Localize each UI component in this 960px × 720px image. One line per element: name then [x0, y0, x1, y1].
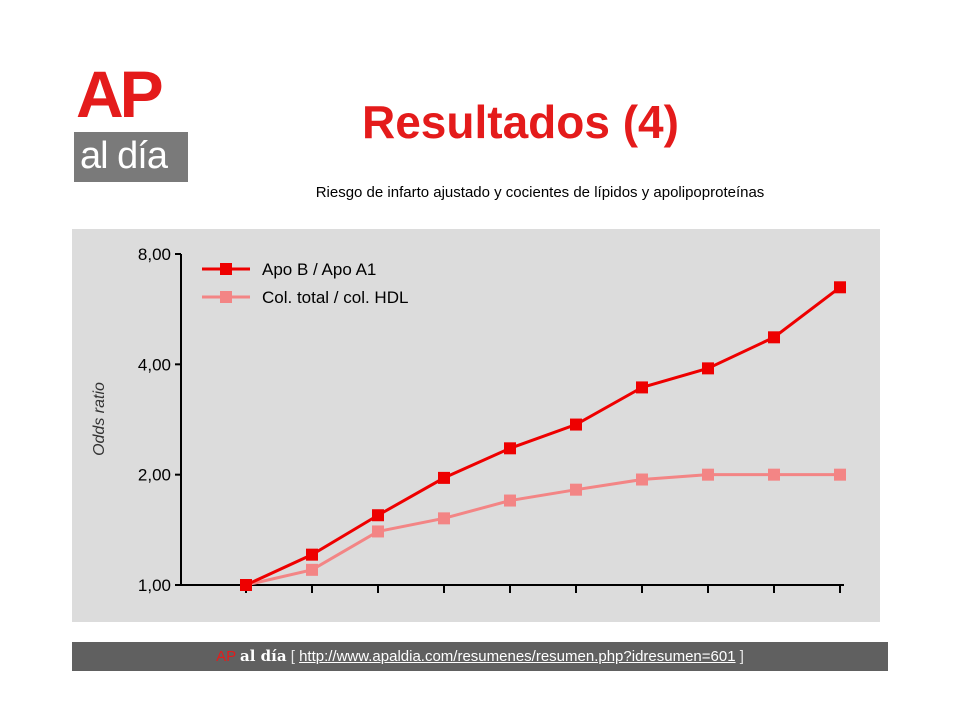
- footer-link[interactable]: http://www.apaldia.com/resumenes/resumen…: [299, 648, 736, 665]
- data-point: [834, 468, 846, 481]
- y-tick-label: 4,00: [138, 355, 171, 374]
- page-title: Resultados (4): [362, 96, 679, 148]
- logo-ap-text: AP: [76, 57, 164, 131]
- footer-brand-ap: AP: [216, 648, 236, 665]
- odds-ratio-chart: 1,00 2,00 4,00 8,00 Odds ratio Apo B / Apo A1…: [91, 245, 846, 595]
- data-point: [438, 512, 450, 525]
- data-point: [306, 548, 318, 561]
- data-point: [570, 483, 582, 496]
- data-point: [834, 281, 846, 294]
- data-point: [372, 525, 384, 538]
- data-point: [636, 473, 648, 486]
- footer-bracket-open: [: [290, 648, 295, 665]
- y-axis-label: Odds ratio: [91, 382, 108, 456]
- logo-box: [74, 132, 188, 182]
- series-line: [245, 473, 840, 587]
- data-point: [768, 468, 780, 481]
- data-point: [570, 418, 582, 431]
- data-point: [504, 442, 516, 455]
- data-point: [702, 468, 714, 481]
- data-point: [768, 331, 780, 344]
- data-point: [636, 381, 648, 394]
- apaldia-logo: AP al día: [74, 57, 188, 182]
- data-point: [504, 494, 516, 507]
- footer-brand-aldia: al día: [240, 647, 287, 665]
- legend-label: Apo B / Apo A1: [262, 260, 376, 279]
- data-point: [240, 579, 252, 591]
- footer-bar: AP al día [ http://www.apaldia.com/resum…: [72, 642, 888, 671]
- y-tick-label: 2,00: [138, 466, 171, 485]
- logo-aldia-text: al día: [80, 135, 168, 177]
- chart-subtitle: Riesgo de infarto ajustado y cocientes d…: [315, 184, 765, 201]
- data-point: [306, 563, 318, 576]
- chart-panel: 1,00 2,00 4,00 8,00 Odds ratio Apo B / Apo A1…: [72, 229, 880, 622]
- data-point: [438, 471, 450, 484]
- y-tick-label: 1,00: [138, 576, 171, 595]
- series-line: [245, 286, 841, 587]
- data-point: [702, 362, 714, 375]
- footer-bracket-close: ]: [739, 648, 744, 665]
- data-point: [372, 509, 384, 522]
- legend-marker: [220, 263, 232, 275]
- legend-marker: [220, 291, 232, 303]
- legend-label: Col. total / col. HDL: [262, 288, 408, 307]
- y-tick-label: 8,00: [138, 245, 171, 264]
